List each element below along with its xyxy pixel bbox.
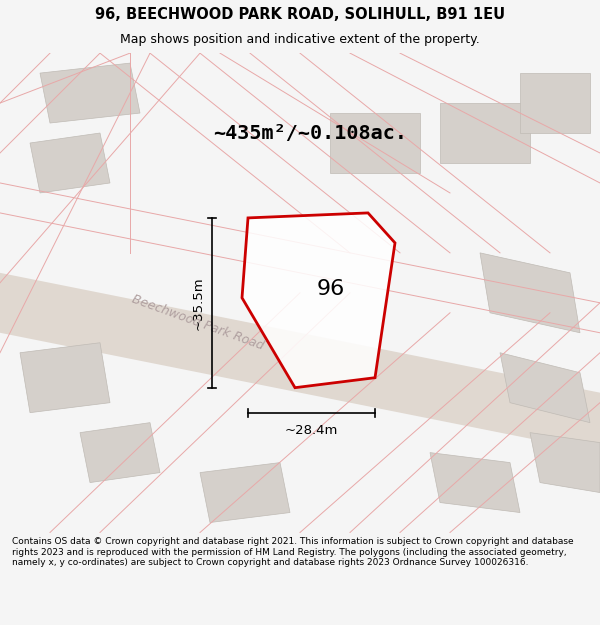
Polygon shape bbox=[430, 452, 520, 512]
Polygon shape bbox=[30, 133, 110, 193]
Text: Map shows position and indicative extent of the property.: Map shows position and indicative extent… bbox=[120, 33, 480, 46]
Polygon shape bbox=[530, 432, 600, 492]
Text: 96: 96 bbox=[316, 279, 344, 299]
Polygon shape bbox=[500, 352, 590, 422]
Polygon shape bbox=[20, 342, 110, 412]
Text: Beechwood Park Road: Beechwood Park Road bbox=[130, 292, 266, 352]
Text: ~28.4m: ~28.4m bbox=[285, 424, 338, 437]
Polygon shape bbox=[440, 103, 530, 163]
Polygon shape bbox=[80, 422, 160, 482]
Polygon shape bbox=[330, 113, 420, 173]
Polygon shape bbox=[200, 462, 290, 522]
Polygon shape bbox=[40, 63, 140, 123]
Text: 96, BEECHWOOD PARK ROAD, SOLIHULL, B91 1EU: 96, BEECHWOOD PARK ROAD, SOLIHULL, B91 1… bbox=[95, 8, 505, 22]
Polygon shape bbox=[0, 273, 600, 452]
Polygon shape bbox=[242, 213, 395, 388]
Text: ~435m²/~0.108ac.: ~435m²/~0.108ac. bbox=[213, 124, 407, 142]
Text: Contains OS data © Crown copyright and database right 2021. This information is : Contains OS data © Crown copyright and d… bbox=[12, 537, 574, 567]
Polygon shape bbox=[520, 73, 590, 133]
Polygon shape bbox=[480, 253, 580, 332]
Text: ~35.5m: ~35.5m bbox=[191, 276, 205, 329]
